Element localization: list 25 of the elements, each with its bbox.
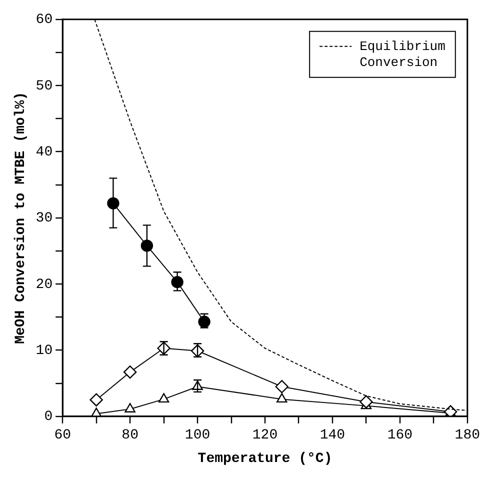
legend-label: Equilibrium Conversion [360, 38, 446, 70]
point [275, 380, 288, 394]
point [140, 240, 154, 252]
y-tick-label: 10 [36, 342, 53, 359]
y-tick-label: 20 [36, 276, 53, 293]
point [158, 393, 170, 403]
point [90, 393, 103, 406]
y-tick-label: 30 [36, 210, 53, 227]
x-tick-label: 180 [454, 428, 480, 444]
point [276, 393, 288, 403]
y-tick-label: 50 [36, 78, 53, 94]
x-tick-label: 60 [54, 428, 72, 444]
y-tick-label: 60 [36, 12, 53, 28]
y-tick-label: 0 [44, 409, 53, 426]
x-tick-label: 120 [252, 428, 278, 444]
x-axis-title: Temperature (°C) [198, 451, 332, 468]
x-tick-label: 80 [122, 428, 138, 444]
x-tick-label: 100 [184, 428, 210, 444]
y-axis-title: MeOH Conversion to MTBE (mol%) [12, 92, 29, 344]
x-tick-label: 160 [387, 428, 413, 444]
x-tick-label: 140 [320, 428, 346, 444]
point [360, 395, 373, 408]
point [124, 403, 136, 412]
y-tick-label: 40 [36, 144, 53, 160]
point [123, 365, 137, 379]
